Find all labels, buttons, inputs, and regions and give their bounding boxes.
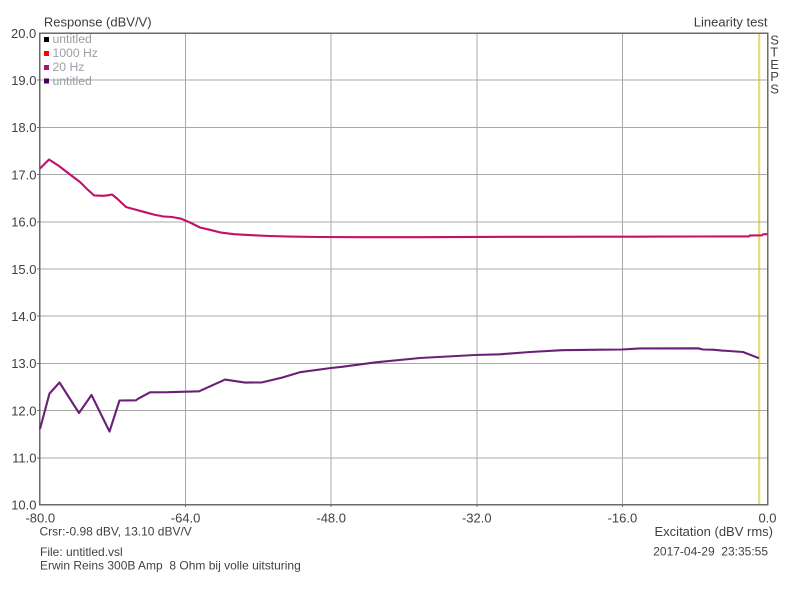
svg-text:-64.0: -64.0 — [171, 511, 201, 526]
svg-text:12.0: 12.0 — [11, 403, 36, 418]
svg-text:Response (dBV/V): Response (dBV/V) — [44, 15, 152, 30]
svg-text:-48.0: -48.0 — [316, 511, 346, 526]
svg-text:Erwin Reins 300B Amp 8 Ohm bi: Erwin Reins 300B Amp 8 Ohm bij volle uit… — [40, 559, 301, 573]
svg-text:S: S — [770, 81, 779, 96]
svg-text:E: E — [770, 57, 779, 72]
svg-text:10.0: 10.0 — [11, 498, 36, 513]
svg-text:13.0: 13.0 — [11, 356, 36, 371]
svg-text:untitled: untitled — [53, 32, 92, 46]
svg-text:T: T — [770, 45, 778, 60]
svg-text:15.0: 15.0 — [11, 262, 36, 277]
svg-text:untitled: untitled — [53, 74, 92, 88]
svg-text:File: untitled.vsl: File: untitled.vsl — [40, 545, 123, 559]
svg-text:-32.0: -32.0 — [462, 511, 492, 526]
svg-text:14.0: 14.0 — [11, 309, 36, 324]
svg-text:-16.0: -16.0 — [608, 511, 638, 526]
svg-text:P: P — [770, 69, 779, 84]
svg-text:11.0: 11.0 — [12, 451, 36, 466]
svg-text:20 Hz: 20 Hz — [53, 60, 85, 74]
svg-text:Excitation (dBV rms): Excitation (dBV rms) — [655, 524, 773, 539]
svg-text:Crsr:-0.98 dBV, 13.10 dBV/V: Crsr:-0.98 dBV, 13.10 dBV/V — [40, 524, 192, 538]
svg-text:16.0: 16.0 — [11, 215, 36, 230]
svg-text:2017-04-29 23:35:55: 2017-04-29 23:35:55 — [653, 544, 768, 558]
svg-text:0.0: 0.0 — [758, 511, 776, 526]
svg-text:19.0: 19.0 — [11, 73, 36, 88]
svg-text:18.0: 18.0 — [11, 120, 36, 135]
svg-text:S: S — [770, 33, 779, 48]
svg-text:-80.0: -80.0 — [25, 511, 55, 526]
svg-text:1000 Hz: 1000 Hz — [53, 46, 98, 60]
svg-text:20.0: 20.0 — [11, 26, 36, 41]
svg-text:Linearity test: Linearity test — [694, 15, 768, 30]
svg-text:17.0: 17.0 — [11, 167, 36, 182]
